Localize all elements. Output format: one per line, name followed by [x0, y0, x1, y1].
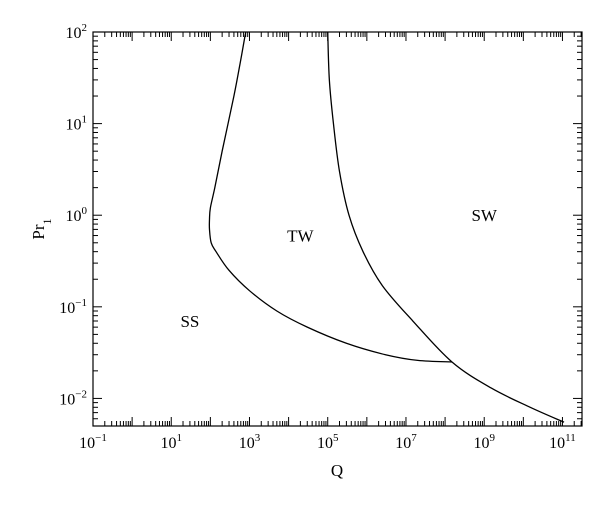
y-tick-label-exponent: −2 [75, 388, 87, 400]
y-tick-label-base: 10 [59, 391, 75, 408]
y-tick-label: 101 [66, 114, 88, 134]
region-label-sw: SW [471, 206, 497, 225]
x-tick-label-exponent: 11 [565, 432, 576, 444]
x-tick-label: 107 [395, 432, 417, 452]
x-axis-label: Q [331, 461, 343, 480]
x-tick-label-base: 10 [395, 435, 411, 452]
y-tick-label-exponent: 0 [82, 205, 88, 217]
x-tick-label-exponent: 7 [411, 432, 417, 444]
region-labels: SS TW SW [180, 206, 497, 331]
y-tick-label-exponent: −1 [75, 297, 87, 309]
x-tick-label-exponent: 5 [333, 432, 339, 444]
y-tick-label-base: 10 [66, 208, 82, 225]
x-axis-ticks [92, 32, 582, 426]
x-tick-label-base: 10 [79, 435, 95, 452]
y-tick-label-exponent: 2 [82, 22, 88, 34]
x-tick-label-exponent: −1 [95, 432, 107, 444]
region-label-tw: TW [287, 227, 314, 246]
x-tick-label-base: 10 [317, 435, 333, 452]
region-label-ss: SS [180, 312, 199, 331]
y-tick-label-base: 10 [66, 117, 82, 134]
x-tick-label-exponent: 1 [176, 432, 182, 444]
boundary-curve-2 [327, 31, 565, 423]
x-tick-label: 10−1 [79, 432, 107, 452]
plot-frame [92, 31, 583, 427]
x-tick-label: 109 [473, 432, 495, 452]
y-tick-label-base: 10 [59, 300, 75, 317]
x-tick-label: 1011 [549, 432, 576, 452]
x-axis-tick-labels: 10−1 101 103 105 107 109 1011 [79, 432, 576, 452]
y-tick-label-base: 10 [66, 25, 82, 42]
x-tick-label: 101 [160, 432, 182, 452]
y-tick-label: 10−2 [59, 388, 87, 408]
y-axis-label-base: Pr [29, 224, 48, 239]
y-tick-label: 102 [66, 22, 88, 42]
x-tick-label: 105 [317, 432, 339, 452]
y-tick-label: 10−1 [59, 297, 87, 317]
y-axis-ticks [93, 31, 582, 427]
x-tick-label-base: 10 [549, 435, 565, 452]
x-tick-label-base: 10 [473, 435, 489, 452]
x-tick-label-base: 10 [160, 435, 176, 452]
boundary-curve-1 [208, 31, 453, 363]
x-tick-label-exponent: 3 [255, 432, 261, 444]
y-axis-label-sub: 1 [40, 218, 54, 224]
series-layer [208, 31, 565, 423]
x-tick-label-base: 10 [239, 435, 255, 452]
y-tick-label-exponent: 1 [82, 114, 88, 126]
y-tick-label: 100 [66, 205, 88, 225]
x-tick-label: 103 [239, 432, 261, 452]
y-axis-label: Pr1 [29, 218, 54, 239]
x-tick-label-exponent: 9 [489, 432, 495, 444]
